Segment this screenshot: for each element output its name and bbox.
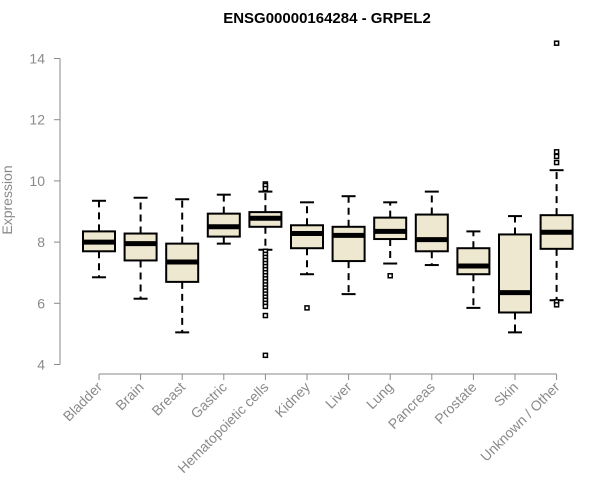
outlier-point [553,159,560,166]
x-tick-label-6: Liver [322,379,355,412]
x-tick-label-9: Prostate [431,379,479,427]
y-tick-label-6: 6 [37,295,45,311]
x-tick-label-7: Lung [363,379,396,412]
outlier-point [553,153,560,160]
outlier-point [553,40,560,46]
y-tick-label-10: 10 [29,173,45,189]
y-tick-label-8: 8 [37,234,45,250]
box-7 [373,201,408,279]
y-tick-label-14: 14 [29,51,45,67]
iqr-box [331,225,366,263]
x-tick-label-11: Unknown / Other [477,379,563,465]
box-5 [290,201,324,311]
box-4 [248,181,283,359]
iqr-box [498,233,532,314]
y-tick-label-4: 4 [37,357,45,373]
x-tick-label-0: Bladder [60,379,106,425]
box-8 [414,190,449,267]
y-axis: 4 6 8 10 12 14 [29,51,61,373]
box-10 [498,215,532,334]
box-11 [539,40,574,308]
x-tick-label-1: Brain [112,379,146,413]
outlier-point [553,149,560,155]
box-6 [331,195,366,296]
iqr-box [414,213,449,253]
outlier-point [262,185,269,192]
outlier-point [304,305,310,311]
y-tick-label-12: 12 [29,112,45,128]
box-3 [206,193,241,245]
box-9 [456,230,491,309]
outlier-point [262,312,269,319]
x-tick-label-2: Breast [148,379,188,419]
x-tick-label-5: Kidney [272,379,314,421]
iqr-box [456,247,491,276]
box-2 [165,198,200,334]
box-0 [82,199,116,279]
outlier-point [553,302,560,308]
box-1 [123,196,158,300]
outlier-point [262,352,269,359]
iqr-box [373,216,408,241]
iqr-box [123,232,158,262]
outlier-point [262,303,269,310]
chart-title: ENSG00000164284 - GRPEL2 [223,10,431,27]
boxes-layer [82,40,574,359]
y-axis-label: Expression [0,165,15,234]
outlier-point [387,273,393,279]
x-tick-label-10: Skin [491,379,522,410]
iqr-box [290,224,324,250]
